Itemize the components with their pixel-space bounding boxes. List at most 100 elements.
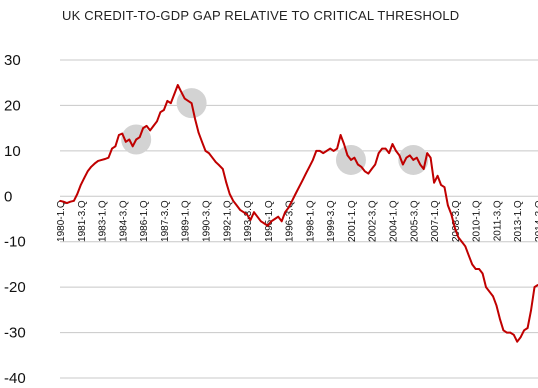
data-point — [450, 213, 453, 216]
data-point — [76, 193, 79, 195]
data-point — [142, 127, 144, 129]
data-point — [83, 177, 86, 179]
data-point — [163, 109, 165, 111]
y-tick-labels: 30 20 10 0 -10 -20 -30 -40 — [4, 52, 26, 387]
data-point — [125, 140, 127, 143]
x-tick-label: 2002-3.Q — [368, 200, 379, 242]
data-point — [291, 200, 293, 202]
data-point — [353, 156, 356, 159]
data-point — [474, 268, 477, 270]
data-point — [149, 129, 151, 132]
x-tick-label: 2010-1.Q — [472, 200, 483, 242]
data-point — [350, 159, 352, 161]
data-point — [118, 134, 120, 136]
data-point — [183, 97, 186, 100]
data-point — [166, 100, 169, 102]
data-point — [443, 186, 446, 188]
data-point — [159, 111, 162, 114]
y-tick-label: 20 — [4, 97, 21, 114]
data-point — [73, 200, 75, 202]
data-point — [519, 336, 522, 338]
data-point — [256, 215, 259, 218]
data-point — [235, 204, 238, 207]
x-tick-label: 1998-1.Q — [305, 200, 316, 242]
data-point — [512, 334, 515, 336]
data-point — [218, 164, 221, 167]
y-tick-label: -20 — [4, 279, 26, 296]
data-point — [467, 254, 470, 257]
data-point — [454, 227, 456, 229]
x-tick-label: 1990-3.Q — [201, 200, 212, 242]
data-point — [204, 150, 207, 152]
data-point — [270, 220, 273, 223]
data-point — [277, 215, 280, 218]
x-tick-label: 1980-1.Q — [56, 200, 67, 242]
data-point — [121, 132, 124, 135]
data-point — [346, 154, 349, 157]
data-point — [412, 159, 415, 161]
gridlines — [60, 59, 538, 379]
data-point — [104, 158, 106, 160]
data-point — [305, 172, 307, 175]
data-point — [284, 211, 286, 213]
x-tick-labels: 1980-1.Q 1981-3.Q 1983-1.Q 1984-3.Q 1986-1.Q… — [56, 200, 538, 242]
x-tick-label: 2004-1.Q — [389, 200, 400, 242]
data-point — [523, 329, 525, 332]
data-point — [495, 304, 498, 307]
data-point — [246, 213, 248, 216]
x-tick-label: 1986-1.Q — [139, 200, 150, 242]
data-point — [138, 136, 141, 139]
data-point — [426, 152, 428, 154]
data-point — [239, 209, 241, 211]
y-tick-label: -10 — [4, 234, 26, 251]
data-point — [457, 236, 460, 238]
data-point — [526, 327, 529, 329]
data-point — [478, 268, 480, 270]
data-point — [107, 156, 110, 159]
data-point — [360, 165, 363, 168]
x-tick-label: 2007-1.Q — [430, 200, 441, 242]
data-point — [312, 159, 314, 161]
y-tick-label: -40 — [4, 370, 26, 387]
data-point — [516, 340, 519, 343]
data-point — [488, 290, 491, 293]
data-point — [128, 138, 131, 141]
data-point — [336, 147, 338, 150]
data-point — [329, 147, 331, 150]
x-tick-label: 1993-3.Q — [243, 200, 254, 242]
data-point — [447, 204, 449, 207]
data-point — [176, 84, 179, 86]
data-point — [225, 181, 228, 184]
data-point — [308, 165, 311, 168]
x-tick-label: 2013-1.Q — [513, 200, 524, 242]
x-tick-label: 1983-1.Q — [98, 200, 109, 242]
x-tick-label: 1984-3.Q — [118, 200, 129, 242]
y-tick-label: -30 — [4, 325, 26, 342]
data-point — [374, 163, 377, 166]
data-point — [211, 156, 214, 159]
data-point — [315, 150, 318, 152]
data-point — [194, 118, 196, 120]
data-point — [263, 222, 266, 225]
data-point — [433, 181, 435, 184]
data-point — [332, 150, 335, 152]
data-point — [221, 168, 224, 170]
data-point — [242, 211, 245, 213]
x-tick-label: 2001-1.Q — [347, 200, 358, 242]
data-point — [294, 193, 297, 195]
data-point — [201, 140, 203, 143]
data-point — [69, 200, 72, 203]
data-point — [388, 152, 390, 154]
data-point — [405, 156, 408, 159]
x-tick-label: 1992-1.Q — [222, 200, 233, 242]
data-point — [111, 147, 113, 150]
data-point — [377, 152, 380, 154]
x-tick-label: 1996-3.Q — [285, 200, 296, 242]
data-point — [253, 211, 255, 213]
data-point — [391, 143, 394, 145]
data-point — [86, 170, 89, 173]
data-point — [419, 163, 422, 166]
data-point — [367, 172, 370, 175]
data-point — [90, 165, 92, 168]
